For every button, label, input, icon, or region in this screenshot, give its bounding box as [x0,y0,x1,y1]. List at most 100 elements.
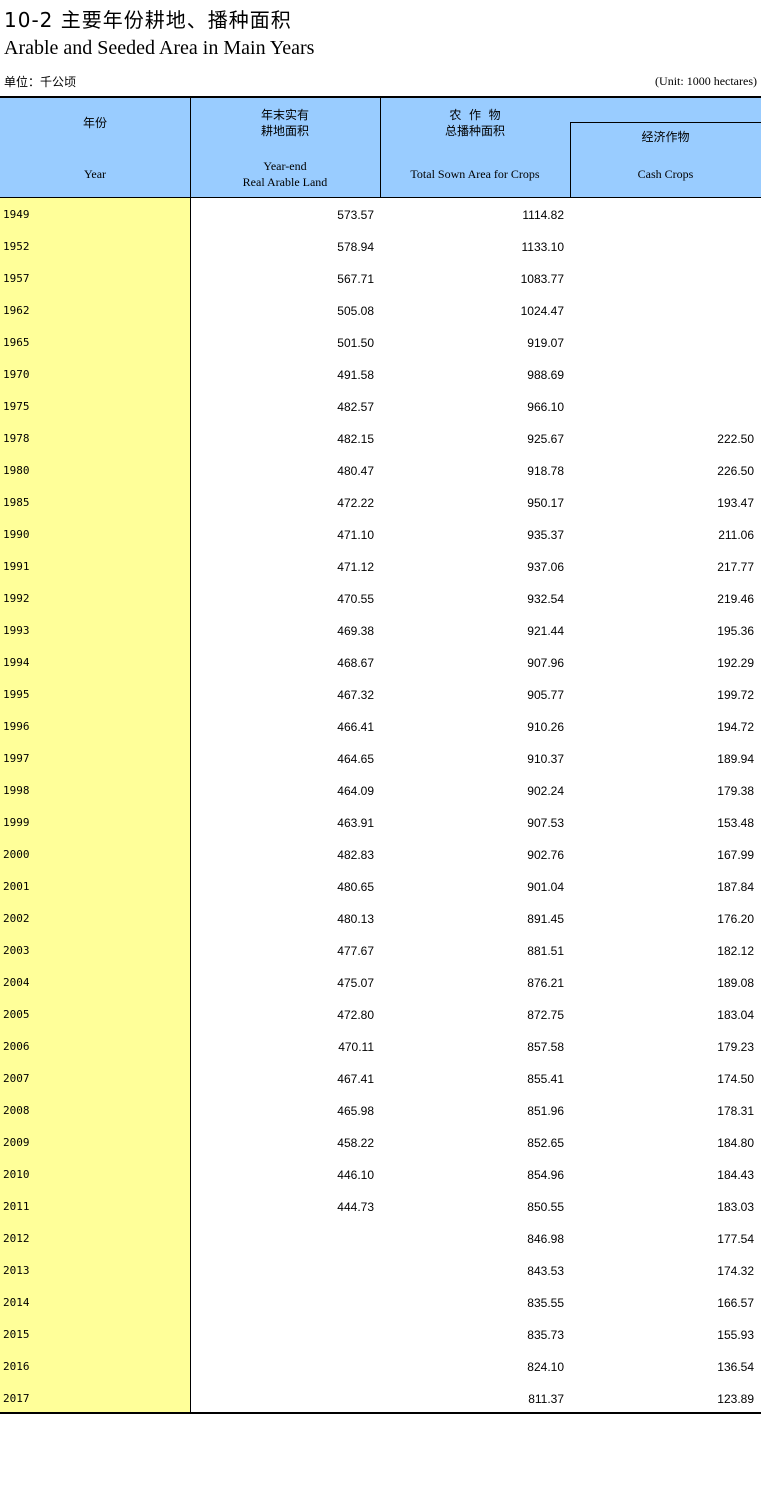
cash-crops-cell: 123.89 [717,1392,754,1406]
cash-crops-cell: 183.04 [717,1008,754,1022]
header-cash-cn: 经济作物 [641,130,690,144]
year-cell: 1995 [3,688,30,701]
year-cell: 1978 [3,432,30,445]
table-row: 2010 446.10 854.96 184.43 [0,1158,761,1190]
arable-land-cell: 471.12 [337,560,374,574]
cash-crops-cell: 176.20 [717,912,754,926]
table-row: 2011 444.73 850.55 183.03 [0,1190,761,1222]
cash-crops-cell: 211.06 [718,528,754,542]
total-sown-cell: 1133.10 [521,240,565,254]
total-sown-cell: 937.06 [527,560,564,574]
arable-land-cell: 472.80 [337,1008,374,1022]
cash-crops-cell: 178.31 [717,1104,754,1118]
cash-crops-cell: 194.72 [717,720,754,734]
total-sown-cell: 843.53 [527,1264,564,1278]
table-row: 1962 505.08 1024.47 [0,294,761,326]
cash-crops-cell: 199.72 [717,688,754,702]
total-sown-cell: 1114.82 [522,208,564,222]
year-cell: 2007 [3,1072,30,1085]
arable-land-cell: 578.94 [337,240,374,254]
table-row: 2002 480.13 891.45 176.20 [0,902,761,934]
table-row: 2006 470.11 857.58 179.23 [0,1030,761,1062]
cash-crops-cell: 182.12 [717,944,754,958]
header-cash-en: Cash Crops [637,167,694,181]
table-row: 2013 843.53 174.32 [0,1254,761,1286]
table-header: 年份 Year 年末实有 耕地面积 Year-end Real Arable L… [0,96,761,198]
table-bottom-border [0,1412,761,1414]
arable-land-cell: 482.57 [337,400,374,414]
table-row: 2005 472.80 872.75 183.04 [0,998,761,1030]
table-row: 1996 466.41 910.26 194.72 [0,710,761,742]
cash-crops-cell: 153.48 [717,816,754,830]
cash-crops-cell: 192.29 [717,656,754,670]
year-cell: 2001 [3,880,30,893]
arable-land-cell: 467.32 [337,688,374,702]
total-sown-cell: 902.24 [527,784,564,798]
arable-land-cell: 475.07 [337,976,374,990]
total-sown-cell: 852.65 [527,1136,564,1150]
year-cell: 1990 [3,528,30,541]
total-sown-cell: 907.53 [527,816,564,830]
arable-land-cell: 446.10 [337,1168,374,1182]
total-sown-cell: 932.54 [527,592,564,606]
table-row: 1952 578.94 1133.10 [0,230,761,262]
arable-land-cell: 470.55 [337,592,374,606]
year-cell: 2013 [3,1264,30,1277]
cash-crops-cell: 167.99 [717,848,754,862]
unit-label-en: (Unit: 1000 hectares) [655,74,757,88]
cash-crops-cell: 155.93 [717,1328,754,1342]
total-sown-cell: 854.96 [527,1168,564,1182]
year-cell: 1962 [3,304,30,317]
table-row: 1992 470.55 932.54 219.46 [0,582,761,614]
table-row: 2008 465.98 851.96 178.31 [0,1094,761,1126]
table-row: 2009 458.22 852.65 184.80 [0,1126,761,1158]
arable-land-cell: 471.10 [337,528,374,542]
cash-crops-cell: 183.03 [717,1200,754,1214]
table-row: 1975 482.57 966.10 [0,390,761,422]
year-cell: 1980 [3,464,30,477]
year-cell: 1998 [3,784,30,797]
total-sown-cell: 881.51 [527,944,564,958]
cash-crops-cell: 177.54 [717,1232,754,1246]
arable-land-cell: 463.91 [337,816,374,830]
header-arable-cn2: 耕地面积 [260,124,309,138]
table-row: 2001 480.65 901.04 187.84 [0,870,761,902]
table-row: 1980 480.47 918.78 226.50 [0,454,761,486]
header-year-cn: 年份 [82,116,107,130]
page-title-en: Arable and Seeded Area in Main Years [4,37,315,59]
table-row: 1965 501.50 919.07 [0,326,761,358]
table-row: 1991 471.12 937.06 217.77 [0,550,761,582]
header-arable-en2: Real Arable Land [242,175,328,189]
year-cell: 2006 [3,1040,30,1053]
year-cell: 1952 [3,240,30,253]
arable-land-cell: 468.67 [337,656,374,670]
cash-crops-cell: 174.50 [717,1072,754,1086]
header-sown-cn2: 总播种面积 [444,124,505,138]
total-sown-cell: 876.21 [527,976,564,990]
table-row: 2017 811.37 123.89 [0,1382,761,1414]
cash-crops-cell: 184.80 [717,1136,754,1150]
year-cell: 2005 [3,1008,30,1021]
total-sown-cell: 910.37 [527,752,564,766]
cash-crops-cell: 222.50 [717,432,754,446]
cash-crops-cell: 219.46 [717,592,754,606]
table-row: 2012 846.98 177.54 [0,1222,761,1254]
total-sown-cell: 835.55 [527,1296,564,1310]
cash-crops-cell: 184.43 [717,1168,754,1182]
year-column-bg [0,198,190,1413]
total-sown-cell: 918.78 [527,464,564,478]
table-row: 1949 573.57 1114.82 [0,198,761,230]
year-cell: 1997 [3,752,30,765]
table-row: 2015 835.73 155.93 [0,1318,761,1350]
year-cell: 1965 [3,336,30,349]
header-sown-en: Total Sown Area for Crops [410,167,540,181]
cash-crops-cell: 226.50 [717,464,754,478]
table-row: 2003 477.67 881.51 182.12 [0,934,761,966]
total-sown-cell: 905.77 [527,688,564,702]
table-row: 1993 469.38 921.44 195.36 [0,614,761,646]
year-cell: 2017 [3,1392,30,1405]
year-cell: 1999 [3,816,30,829]
header-arable-en1: Year-end [263,159,307,173]
arable-land-cell: 470.11 [338,1040,374,1054]
arable-land-cell: 466.41 [337,720,374,734]
